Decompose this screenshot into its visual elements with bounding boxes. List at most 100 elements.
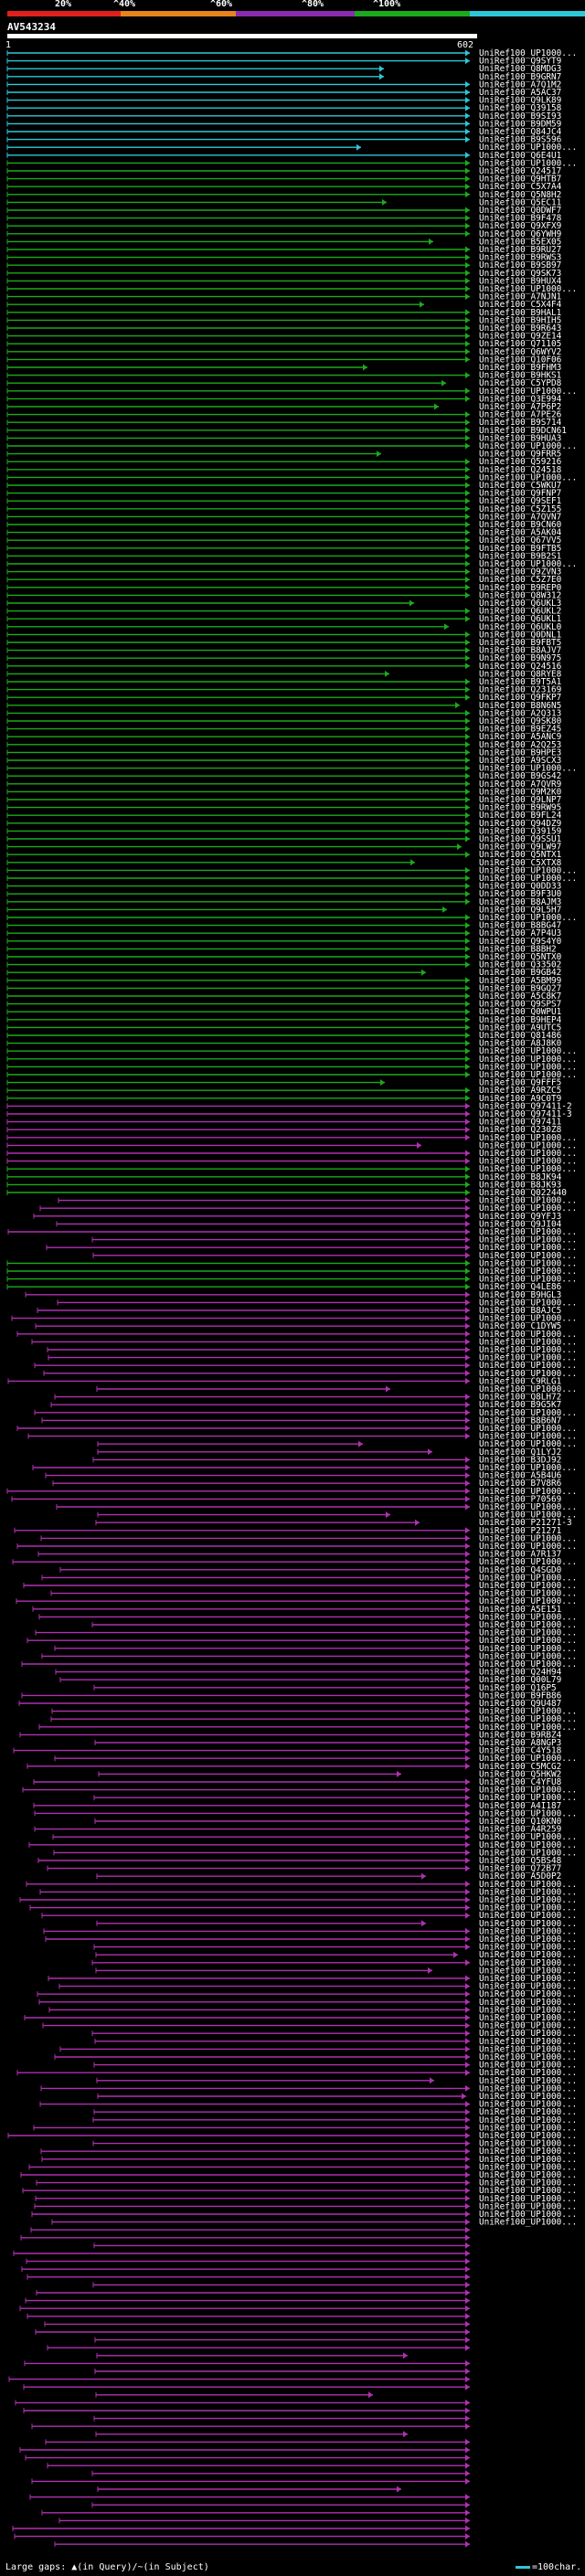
hit-label[interactable]: UniRef100_UP1000... — [479, 2083, 577, 2094]
hit-label[interactable]: UniRef100_UP1000... — [479, 2061, 577, 2071]
hit-label[interactable]: UniRef100_B9CN60 — [479, 520, 562, 530]
hit-label[interactable]: UniRef100_Q9SPS7 — [479, 1000, 561, 1010]
hit-label[interactable]: UniRef100_UP1000... — [479, 1832, 577, 1842]
hit-label[interactable]: UniRef100_Q6YWH9 — [479, 229, 562, 239]
hit-label[interactable]: UniRef100_A2Q313 — [479, 708, 561, 718]
hit-label[interactable]: UniRef100_UP1000... — [479, 1895, 577, 1905]
hit-label[interactable]: UniRef100_B9REP0 — [479, 583, 562, 593]
hit-label[interactable]: UniRef100_UP1000... — [479, 1573, 577, 1583]
hit-label[interactable]: UniRef100_A5D0P2 — [479, 1871, 561, 1882]
hit-label[interactable]: UniRef100_Q5HKW2 — [479, 1769, 561, 1779]
hit-label[interactable]: UniRef100_C5X4F4 — [479, 300, 562, 310]
hit-label[interactable]: UniRef100_B9RW95 — [479, 803, 561, 813]
hit-label[interactable]: UniRef100_Q9SYT9 — [479, 57, 562, 67]
hit-label[interactable]: UniRef100_Q8W312 — [479, 590, 561, 600]
hit-label[interactable]: UniRef100_C5X7A4 — [479, 182, 562, 192]
hit-label[interactable]: UniRef100_UP1000... — [479, 1659, 577, 1670]
hit-label[interactable]: UniRef100_B9GQ27 — [479, 983, 561, 993]
hit-label[interactable]: UniRef100_Q9XFX9 — [479, 221, 562, 231]
hit-label[interactable]: UniRef100_UP1000... — [479, 2170, 577, 2180]
hit-label[interactable]: UniRef100_UP1000... — [479, 143, 577, 153]
hit-label[interactable]: UniRef100_UP1000... — [479, 1298, 577, 1308]
hit-label[interactable]: UniRef100_Q9SK73 — [479, 269, 561, 279]
hit-label[interactable]: UniRef100_A7QVR9 — [479, 779, 562, 790]
hit-label[interactable]: UniRef100_A7NJN1 — [479, 292, 562, 302]
hit-label[interactable]: UniRef100_UP1000... — [479, 2068, 577, 2078]
hit-label[interactable]: UniRef100_UP1000... — [479, 2107, 577, 2117]
hit-label[interactable]: UniRef100_UP1000... — [479, 865, 577, 875]
hit-label[interactable]: UniRef100_B9DM59 — [479, 119, 562, 129]
hit-label[interactable]: UniRef100_UP1000... — [479, 441, 577, 451]
hit-label[interactable]: UniRef100_UP1000... — [479, 1926, 577, 1936]
hit-label[interactable]: UniRef100_UP1000... — [479, 2139, 577, 2149]
hit-label[interactable]: UniRef100_A9RZC5 — [479, 1086, 561, 1096]
hit-label[interactable]: UniRef100_UP1000... — [479, 2092, 577, 2102]
hit-label[interactable]: UniRef100_C5Z7E0 — [479, 575, 562, 585]
hit-label[interactable]: UniRef100_UP1000... — [479, 387, 577, 397]
hit-label[interactable]: UniRef100_UP1000... — [479, 2178, 577, 2189]
hit-label[interactable]: UniRef100_Q81486 — [479, 1031, 562, 1041]
hit-label[interactable]: UniRef100_Q5EC11 — [479, 197, 562, 207]
hit-label[interactable]: UniRef100_B9HAL1 — [479, 308, 562, 318]
hit-label[interactable]: UniRef100_UP1000... — [479, 1227, 577, 1237]
hit-label[interactable]: UniRef100_C9RLG1 — [479, 1376, 562, 1386]
hit-label[interactable]: UniRef100_UP1000... — [479, 1251, 577, 1261]
hit-label[interactable]: UniRef100_UP1000... — [479, 2186, 577, 2196]
hit-label[interactable]: UniRef100_UP1000... — [479, 1070, 577, 1080]
hit-label[interactable]: UniRef100_UP1000... — [479, 1887, 577, 1897]
hit-label[interactable]: UniRef100_UP1000... — [479, 1840, 577, 1850]
hit-label[interactable]: UniRef100_B9S714 — [479, 418, 562, 428]
hit-label[interactable]: UniRef100_A9C0T9 — [479, 1094, 562, 1104]
hit-label[interactable]: UniRef100_UP1000... — [479, 2147, 577, 2157]
hit-label[interactable]: UniRef100_UP1000... — [479, 1439, 577, 1449]
hit-label[interactable]: UniRef100_UP1000... — [479, 2155, 577, 2165]
hit-label[interactable]: UniRef100_B9GRN7 — [479, 72, 561, 82]
hit-label[interactable]: UniRef100_Q16P5 — [479, 1683, 557, 1693]
hit-label[interactable]: UniRef100_Q94DZ9 — [479, 819, 562, 829]
hit-label[interactable]: UniRef100_UP1000... — [479, 1919, 577, 1929]
hit-label[interactable]: UniRef100_Q97411-2 — [479, 1101, 572, 1111]
hit-label[interactable]: UniRef100_UP1000... — [479, 1345, 577, 1355]
hit-label[interactable]: UniRef100_A7R137 — [479, 1550, 561, 1560]
hit-label[interactable]: UniRef100_UP1000... — [479, 1966, 577, 1976]
hit-label[interactable]: UniRef100_Q23169 — [479, 685, 562, 695]
hit-label[interactable]: UniRef100_B9HKS1 — [479, 371, 562, 381]
hit-label[interactable]: UniRef100_A5C8K7 — [479, 991, 561, 1002]
hit-label[interactable]: UniRef100_UP1000... — [479, 1596, 577, 1606]
hit-label[interactable]: UniRef100_UP1000... — [479, 1149, 577, 1159]
hit-label[interactable]: UniRef100_A9SCX3 — [479, 756, 561, 766]
hit-label[interactable]: UniRef100_Q4SGD0 — [479, 1565, 562, 1575]
hit-label[interactable]: UniRef100_UP1000... — [479, 1628, 577, 1638]
hit-label[interactable]: UniRef100_UP1000... — [479, 1369, 577, 1379]
hit-label[interactable]: UniRef100_UP1000... — [479, 1950, 577, 1960]
hit-label[interactable]: UniRef100_UP1000... — [479, 1384, 577, 1394]
hit-label[interactable]: UniRef100_UP1000... — [479, 1267, 577, 1277]
hit-label[interactable]: UniRef100_UP1000... — [479, 2029, 577, 2039]
hit-label[interactable]: UniRef100_UP1000... — [479, 2194, 577, 2204]
hit-label[interactable]: UniRef100_Q6UKL2 — [479, 607, 561, 617]
hit-label[interactable]: UniRef100_A7QVN7 — [479, 512, 561, 522]
hit-label[interactable]: UniRef100_UP1000... — [479, 1793, 577, 1803]
hit-label[interactable]: UniRef100_UP1000... — [479, 2021, 577, 2031]
hit-label[interactable]: UniRef100_UP1000... — [479, 1424, 577, 1434]
hit-label[interactable]: UniRef100_B7V8R6 — [479, 1479, 562, 1489]
hit-label[interactable]: UniRef100_UP1000... — [479, 1502, 577, 1512]
hit-label[interactable]: UniRef100_B9FHM3 — [479, 363, 561, 373]
hit-label[interactable]: UniRef100_Q6UKL1 — [479, 614, 562, 624]
hit-label[interactable]: UniRef100_Q9U487 — [479, 1699, 561, 1709]
hit-label[interactable]: UniRef100_P70569 — [479, 1494, 562, 1504]
hit-label[interactable]: UniRef100_UP1000... — [479, 1275, 577, 1285]
hit-label[interactable]: UniRef100_UP1000... — [479, 2162, 577, 2172]
hit-label[interactable]: UniRef100_Q0DD33 — [479, 882, 561, 892]
hit-label[interactable]: UniRef100_UP1000... — [479, 1651, 577, 1661]
hit-label[interactable]: UniRef100_A7Q1M2 — [479, 80, 561, 90]
hit-label[interactable]: UniRef100_UP1000... — [479, 284, 577, 294]
hit-label[interactable]: UniRef100_A7P6P2 — [479, 402, 561, 412]
hit-label[interactable]: UniRef100_A4R259 — [479, 1825, 562, 1835]
hit-label[interactable]: UniRef100_UP1000... — [479, 1589, 577, 1599]
hit-label[interactable]: UniRef100_Q8LH72 — [479, 1393, 561, 1403]
hit-label[interactable]: UniRef100_B9GB42 — [479, 968, 561, 978]
hit-label[interactable]: UniRef100_B9S596 — [479, 135, 562, 145]
hit-label[interactable]: UniRef100_Q59216 — [479, 457, 562, 467]
hit-label[interactable]: UniRef100_B9HUX4 — [479, 276, 562, 286]
